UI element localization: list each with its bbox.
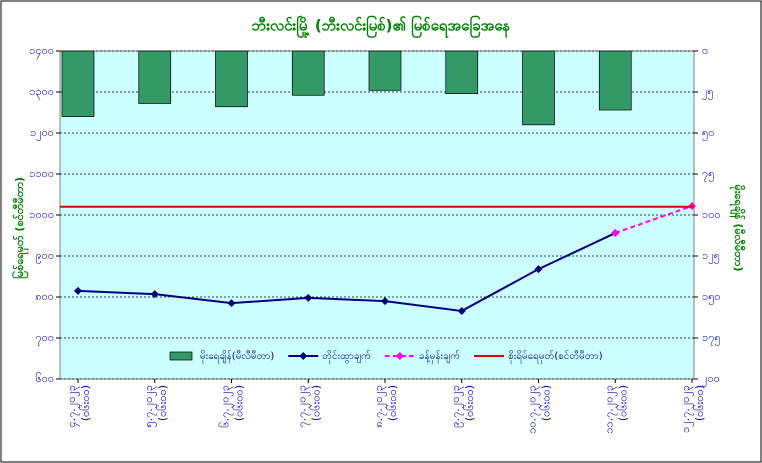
legend-label: မိုးရေချိန်(မီလီမီတာ) <box>200 349 274 364</box>
x-tick-time: (၀၆း၀၀) <box>79 385 92 421</box>
legend-label: တိုင်းထွာချက် <box>322 349 371 364</box>
x-tick-label: ၈.၇.၂၀၂၃ <box>372 385 387 428</box>
x-tick-label: ၆.၇.၂၀၂၃ <box>219 385 234 428</box>
y-tick-label: ၁၄၀၀ <box>29 44 54 59</box>
marker <box>74 286 82 295</box>
y2-tick-label: ၁၀၀ <box>702 208 721 221</box>
bar <box>522 50 555 126</box>
marker <box>611 229 620 238</box>
y2-tick-label: ၂၅ <box>702 85 714 100</box>
y-tick-label: ၁၁၀၀ <box>29 167 54 180</box>
marker <box>457 306 466 315</box>
bar <box>138 50 172 104</box>
x-tick-label: ၁၁.၇.၂၀၂၃ <box>602 385 617 434</box>
y2-tick-label: ၁၅၀ <box>702 290 721 305</box>
legend-swatch <box>169 351 193 361</box>
y2-tick-label: ၀ <box>702 44 708 57</box>
x-tick-time: (၀၆း၀၀) <box>386 385 399 421</box>
bar <box>368 50 402 91</box>
bar <box>445 50 479 94</box>
line <box>77 232 616 312</box>
legend-label: ခန့်မှန်းချက် <box>419 349 460 364</box>
y-tick-label: ၁၃၀၀ <box>29 85 54 100</box>
legend-label: စိုးရိမ်ရေမှတ်(စင်တီမီတာ) <box>508 349 603 364</box>
y2-tick-label: ၇၅ <box>702 167 714 182</box>
marker <box>534 265 543 274</box>
y-tick-label: ၇၀၀ <box>35 331 54 346</box>
y2-tick-label: ၂၀၀ <box>702 372 720 387</box>
y2-tick-label: ၁၂၅ <box>702 249 720 264</box>
y-tick-label: ၈၀၀ <box>35 290 54 303</box>
x-tick-time: (၀၆း၀၀) <box>156 385 169 421</box>
marker <box>227 299 236 308</box>
x-tick-time: (၀၆း၀၀) <box>309 385 322 421</box>
x-tick-time: (၀၆း၀၀) <box>540 385 553 421</box>
marker <box>304 293 313 302</box>
x-tick-time: (၀၆း၀၀) <box>616 385 629 421</box>
y-tick-label: ၁၂၀၀ <box>30 126 54 141</box>
x-tick-label: ၁၂.၇.၂၀၂၃ <box>679 385 694 433</box>
y2-axis-title: မိုးရေချိန် (မီလီမီတာ) <box>729 185 746 272</box>
x-tick-label: ၄.၇.၂၀၂၃ <box>65 385 80 428</box>
y-tick-label: ၁၀၀၀ <box>29 208 54 221</box>
x-tick-label: ၁၀.၇.၂၀၂၃ <box>526 385 541 434</box>
y-tick-label: ၉၀၀ <box>35 249 54 264</box>
line <box>614 205 693 234</box>
legend-marker <box>299 352 308 360</box>
x-tick-time: (၀၆း၀၀) <box>233 385 246 421</box>
legend-marker <box>395 352 404 360</box>
x-tick-time: (၀၆း၀၀) <box>693 385 706 421</box>
y2-tick-label: ၅၀ <box>702 126 714 141</box>
y-axis-title: မြစ်ရေမှတ် (စင်တီမီတာ) <box>11 177 29 279</box>
y-tick-label: ၆၀၀ <box>35 372 54 385</box>
marker <box>381 297 389 306</box>
marker <box>150 290 159 299</box>
x-tick-time: (၀၆း၀၀) <box>463 385 476 421</box>
bar <box>598 50 632 111</box>
bar <box>215 50 248 108</box>
bar <box>291 50 325 96</box>
x-tick-label: ၉.၇.၂၀၂၃ <box>449 385 464 428</box>
x-tick-label: ၇.၇.၂၀၂၃ <box>295 385 310 428</box>
bar <box>61 50 95 117</box>
x-tick-label: ၅.၇.၂၀၂၃ <box>142 385 157 428</box>
y2-tick-label: ၁၇၅ <box>702 331 721 346</box>
